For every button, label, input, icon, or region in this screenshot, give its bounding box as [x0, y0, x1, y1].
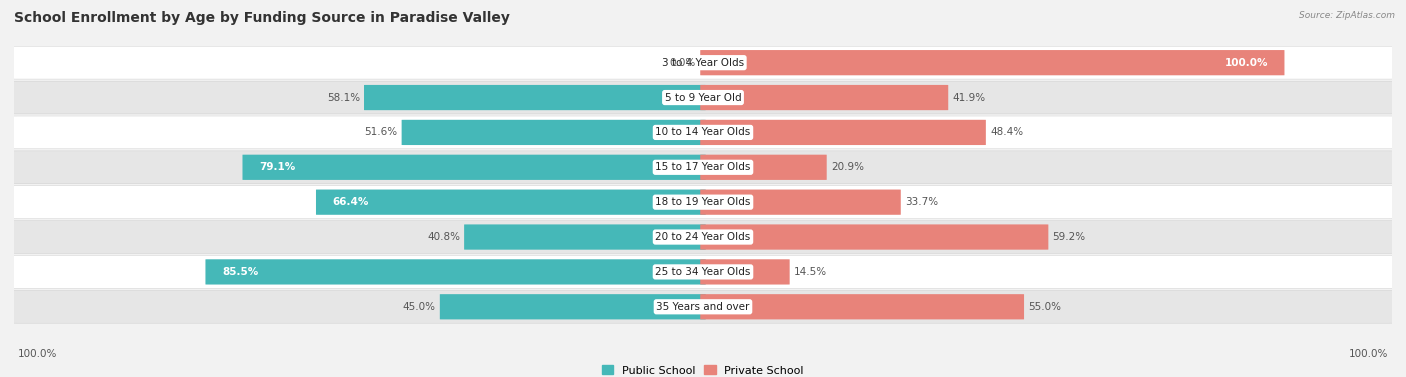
Text: 45.0%: 45.0% — [402, 302, 436, 312]
Text: 55.0%: 55.0% — [1028, 302, 1062, 312]
Text: 14.5%: 14.5% — [794, 267, 827, 277]
Text: School Enrollment by Age by Funding Source in Paradise Valley: School Enrollment by Age by Funding Sour… — [14, 11, 510, 25]
Text: 100.0%: 100.0% — [18, 349, 58, 359]
FancyBboxPatch shape — [3, 46, 1403, 79]
FancyBboxPatch shape — [3, 290, 1403, 323]
Text: 33.7%: 33.7% — [905, 197, 938, 207]
Text: Source: ZipAtlas.com: Source: ZipAtlas.com — [1299, 11, 1395, 20]
Text: 0.0%: 0.0% — [669, 58, 696, 68]
FancyBboxPatch shape — [3, 81, 1403, 114]
Text: 51.6%: 51.6% — [364, 127, 398, 138]
Text: 58.1%: 58.1% — [326, 92, 360, 103]
FancyBboxPatch shape — [700, 259, 790, 285]
Text: 5 to 9 Year Old: 5 to 9 Year Old — [665, 92, 741, 103]
Text: 20.9%: 20.9% — [831, 162, 863, 172]
Text: 100.0%: 100.0% — [1225, 58, 1268, 68]
Text: 3 to 4 Year Olds: 3 to 4 Year Olds — [662, 58, 744, 68]
Text: 20 to 24 Year Olds: 20 to 24 Year Olds — [655, 232, 751, 242]
FancyBboxPatch shape — [3, 151, 1403, 184]
FancyBboxPatch shape — [402, 120, 706, 145]
Text: 59.2%: 59.2% — [1053, 232, 1085, 242]
Text: 79.1%: 79.1% — [259, 162, 295, 172]
Text: 40.8%: 40.8% — [427, 232, 460, 242]
Text: 18 to 19 Year Olds: 18 to 19 Year Olds — [655, 197, 751, 207]
FancyBboxPatch shape — [700, 120, 986, 145]
Text: 15 to 17 Year Olds: 15 to 17 Year Olds — [655, 162, 751, 172]
FancyBboxPatch shape — [700, 50, 1285, 75]
FancyBboxPatch shape — [464, 224, 706, 250]
Legend: Public School, Private School: Public School, Private School — [598, 361, 808, 377]
FancyBboxPatch shape — [700, 224, 1049, 250]
Text: 85.5%: 85.5% — [222, 267, 259, 277]
FancyBboxPatch shape — [316, 190, 706, 215]
Text: 41.9%: 41.9% — [952, 92, 986, 103]
FancyBboxPatch shape — [364, 85, 706, 110]
FancyBboxPatch shape — [3, 186, 1403, 219]
FancyBboxPatch shape — [205, 259, 706, 285]
Text: 66.4%: 66.4% — [332, 197, 368, 207]
FancyBboxPatch shape — [3, 221, 1403, 253]
Text: 48.4%: 48.4% — [990, 127, 1024, 138]
FancyBboxPatch shape — [700, 190, 901, 215]
FancyBboxPatch shape — [440, 294, 706, 319]
FancyBboxPatch shape — [242, 155, 706, 180]
Text: 25 to 34 Year Olds: 25 to 34 Year Olds — [655, 267, 751, 277]
Text: 35 Years and over: 35 Years and over — [657, 302, 749, 312]
FancyBboxPatch shape — [700, 85, 948, 110]
Text: 10 to 14 Year Olds: 10 to 14 Year Olds — [655, 127, 751, 138]
FancyBboxPatch shape — [700, 294, 1024, 319]
Text: 100.0%: 100.0% — [1348, 349, 1388, 359]
FancyBboxPatch shape — [3, 256, 1403, 288]
FancyBboxPatch shape — [3, 116, 1403, 149]
FancyBboxPatch shape — [700, 155, 827, 180]
